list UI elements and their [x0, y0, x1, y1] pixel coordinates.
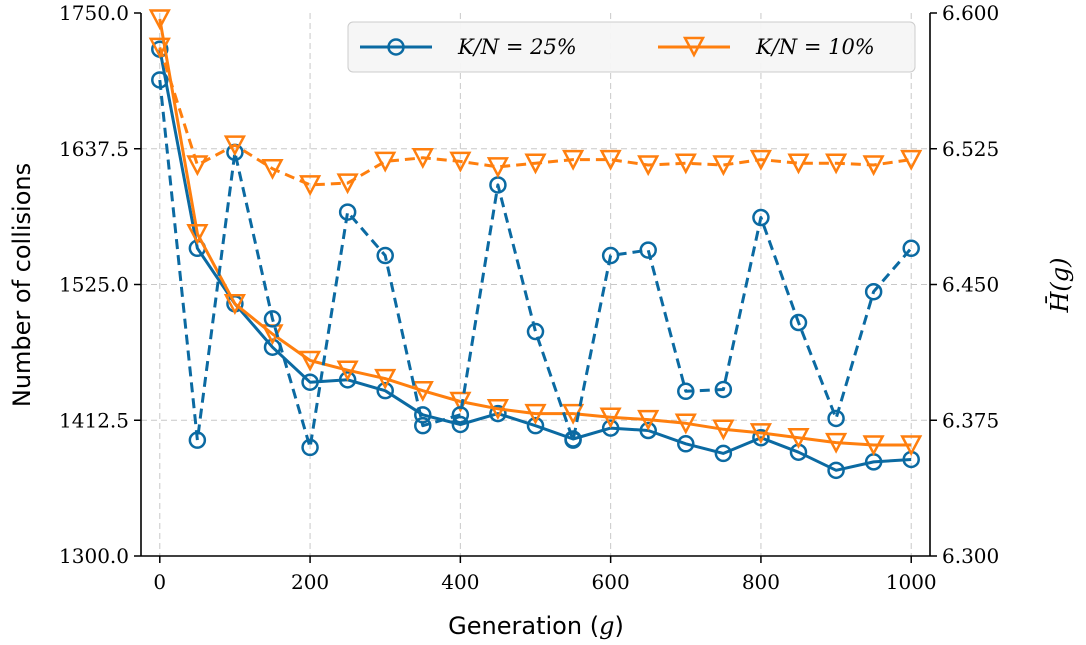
x-tick-label: 800 [742, 570, 780, 594]
y2-tick-label: 6.300 [942, 544, 999, 568]
x-tick-label: 200 [291, 570, 329, 594]
y-tick-label: 1750.0 [59, 1, 129, 25]
ticks: 0 200 400 600 800 1000 1300.0 1412.5 1525.0 1637.… [59, 1, 999, 594]
grid [141, 13, 930, 556]
x-axis-label: Generation (g) [448, 612, 624, 640]
x-tick-label: 400 [441, 570, 479, 594]
y2-tick-label: 6.525 [942, 137, 999, 161]
y2-tick-label: 6.600 [942, 1, 999, 25]
y2-tick-label: 6.375 [942, 408, 999, 432]
y2-axis-label: H̄(g) [1046, 257, 1074, 313]
y2-tick-label: 6.450 [942, 273, 999, 297]
data-point [188, 157, 206, 174]
y-tick-label: 1412.5 [59, 408, 129, 432]
legend-label: K/N = 10% [755, 35, 875, 59]
legend: K/N = 25% K/N = 10% [348, 22, 915, 72]
series-line-2 [160, 80, 911, 447]
data-point [829, 411, 844, 426]
y-axis-label: Number of collisions [8, 163, 36, 407]
y-tick-label: 1300.0 [59, 544, 129, 568]
x-tick-label: 1000 [886, 570, 937, 594]
legend-label: K/N = 25% [457, 35, 577, 59]
y-tick-label: 1525.0 [59, 273, 129, 297]
x-tick-label: 600 [592, 570, 630, 594]
series-line-0 [160, 49, 911, 470]
series-lines [151, 11, 920, 478]
x-tick-label: 0 [153, 570, 166, 594]
y-tick-label: 1637.5 [59, 137, 129, 161]
series-line-1 [160, 19, 911, 445]
